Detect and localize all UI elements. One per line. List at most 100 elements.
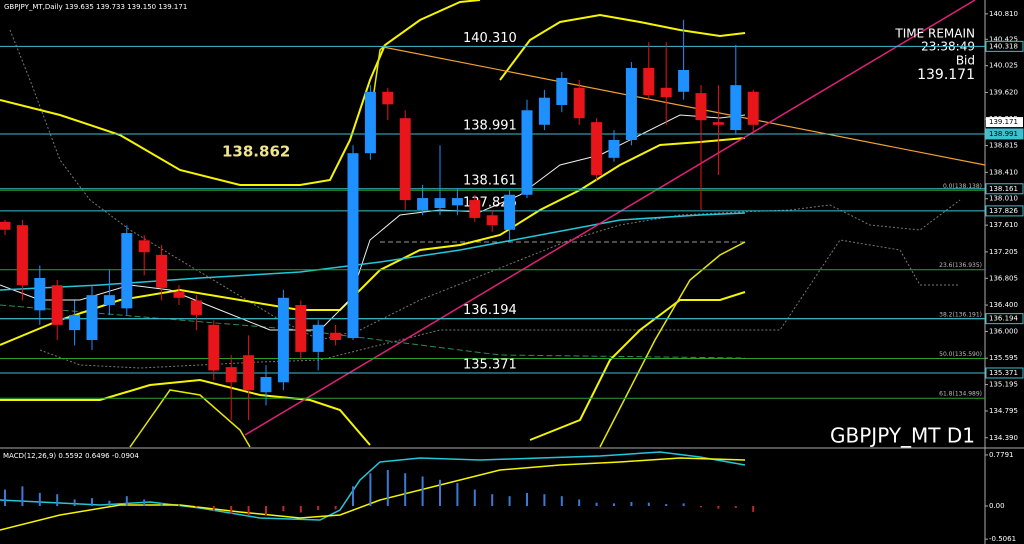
macd-bar	[439, 479, 441, 506]
trend-line	[244, 0, 976, 436]
candle-body	[34, 277, 46, 311]
macd-bar	[700, 506, 702, 508]
macd-bar	[195, 506, 198, 508]
price-line-label: 138.161	[463, 173, 517, 188]
envelope-line	[599, 241, 746, 448]
macd-bar	[56, 494, 59, 506]
candle-body	[521, 110, 533, 195]
macd-bar	[247, 506, 250, 516]
candle-body	[538, 97, 550, 125]
y-tick-label: 134.795	[989, 407, 1018, 415]
candle-body	[434, 198, 446, 208]
y-tick-label: 140.425	[989, 35, 1018, 43]
time-remain-label: TIME REMAIN	[894, 27, 975, 41]
candle-body	[695, 93, 707, 121]
candle-body	[364, 91, 376, 154]
candle-body	[608, 139, 620, 158]
y-tick-label: 134.390	[989, 434, 1018, 442]
price-tag-label: 135.371	[989, 369, 1018, 377]
price-tag	[985, 40, 1024, 52]
current-price-label: 139.171	[989, 118, 1018, 126]
price-tag-label: 138.991	[989, 130, 1018, 138]
y-tick-label: 138.010	[989, 195, 1018, 203]
candle-body	[225, 367, 237, 383]
highlight-label: 138.862	[222, 143, 290, 161]
macd-bar	[508, 496, 511, 506]
macd-signal	[0, 457, 746, 531]
price-line-label: 140.310	[463, 31, 517, 46]
bollinger-upper	[499, 13, 746, 81]
candle-body	[103, 295, 115, 306]
price-tag	[985, 183, 1024, 195]
candle-body	[730, 85, 742, 131]
macd-bar	[491, 494, 494, 506]
candle-body	[260, 377, 272, 393]
price-tag-label: 138.161	[989, 185, 1018, 193]
macd-bar	[386, 469, 389, 506]
candle-body	[190, 300, 202, 315]
macd-tick-label: 0.00	[989, 502, 1005, 510]
candle-body	[486, 215, 498, 226]
y-tick-label: 135.595	[989, 354, 1018, 362]
macd-bar	[473, 489, 476, 506]
candle-body	[208, 324, 220, 371]
price-tag	[985, 313, 1024, 325]
macd-bar	[230, 506, 233, 514]
fib-label: 50.0(135.590)	[939, 351, 982, 358]
candle-body	[451, 198, 463, 206]
macd-tick-label: -0.5061	[989, 535, 1016, 543]
candle-body	[138, 240, 150, 253]
macd-bar	[317, 506, 320, 510]
price-line-label: 138.991	[463, 118, 517, 133]
macd-title: MACD(12,26,9) 0.5592 0.6496 -0.0904	[3, 452, 139, 460]
macd-bar	[456, 483, 459, 506]
macd-bar	[595, 502, 598, 506]
macd-bar	[421, 476, 424, 506]
bollinger-upper	[0, 0, 481, 186]
candle-body	[347, 153, 359, 339]
macd-bar	[560, 496, 563, 506]
candle-body	[0, 221, 11, 230]
macd-bar	[282, 506, 285, 512]
price-tag-label: 136.194	[989, 315, 1018, 323]
y-tick-label: 138.410	[989, 168, 1018, 176]
macd-bar	[369, 473, 372, 506]
ichimoku-cloud-edge	[39, 239, 960, 369]
y-tick-label: 137.610	[989, 221, 1018, 229]
bollinger-lower	[529, 291, 746, 441]
macd-tick-label: 0.7791	[989, 451, 1014, 459]
y-tick-label: 139.620	[989, 88, 1018, 96]
macd-bar	[682, 503, 685, 506]
indicators	[0, 0, 986, 448]
candle-body	[330, 332, 342, 341]
fib-label: 0.0(138.138)	[943, 183, 982, 190]
candle-body	[678, 69, 690, 92]
macd-bar	[21, 486, 24, 506]
candle-body	[504, 194, 516, 230]
y-tick-label: 135.195	[989, 381, 1018, 389]
candle-body	[295, 305, 307, 352]
price-tag	[985, 205, 1024, 217]
candle-body	[173, 291, 185, 298]
macd-bar	[717, 506, 720, 509]
macd-bar	[212, 506, 215, 512]
candle-body	[243, 355, 255, 391]
macd-bar	[613, 503, 615, 506]
y-tick-label: 136.400	[989, 301, 1018, 309]
candle-body	[643, 68, 655, 96]
price-tag	[985, 367, 1024, 379]
candle-body	[69, 314, 81, 331]
macd-bar	[125, 496, 128, 506]
candle-body	[382, 91, 394, 105]
fib-label: 38.2(136.191)	[939, 311, 982, 318]
candle-body	[121, 233, 133, 309]
current-price-tag	[986, 117, 1023, 128]
slow-ma	[0, 212, 746, 291]
candle-body	[591, 122, 603, 175]
candle-body	[312, 324, 324, 352]
y-tick-label: 140.025	[989, 62, 1018, 70]
macd-bar	[91, 498, 93, 506]
y-tick-label: 137.205	[989, 248, 1018, 256]
macd-bar	[299, 506, 302, 513]
